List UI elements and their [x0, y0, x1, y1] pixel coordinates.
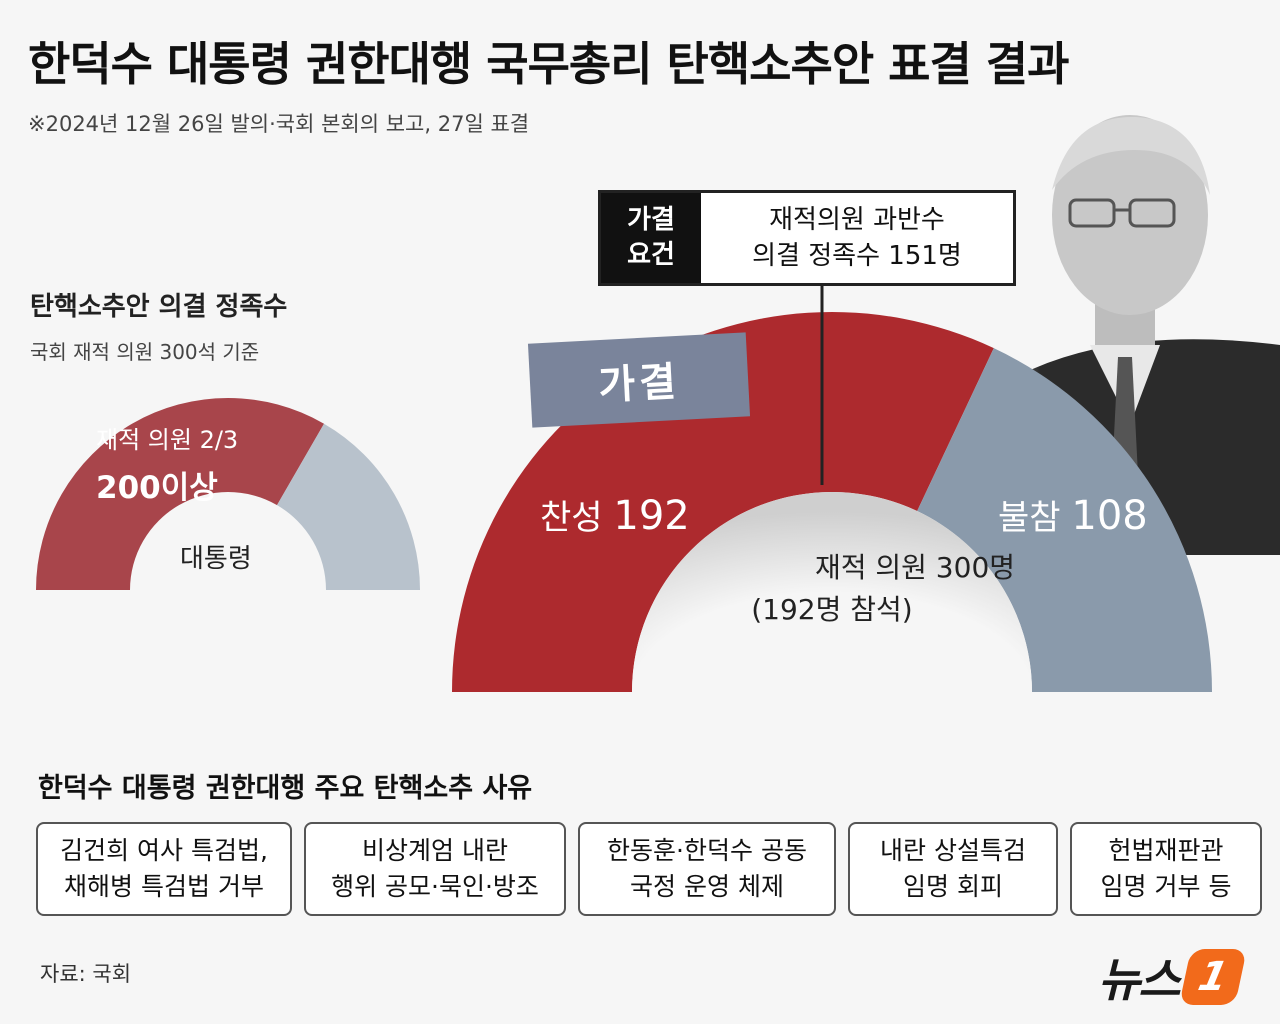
- attendance-label: (192명 참석): [751, 593, 913, 626]
- requirement-text-line2: 의결 정족수 151명: [752, 241, 962, 271]
- absent-label-name: 불참: [998, 498, 1061, 538]
- absent-label-value: 108: [1071, 493, 1148, 539]
- reason-item: 비상계엄 내란 행위 공모·묵인·방조: [304, 822, 566, 916]
- reason-item: 헌법재판관 임명 거부 등: [1070, 822, 1262, 916]
- requirement-tag-line2: 요건: [627, 240, 675, 270]
- quorum-grey-arc: [277, 423, 420, 590]
- reasons-list: 김건희 여사 특검법, 채해병 특검법 거부 비상계엄 내란 행위 공모·묵인·…: [36, 822, 1262, 916]
- reason-item: 김건희 여사 특검법, 채해병 특검법 거부: [36, 822, 292, 916]
- quorum-label-ratio: 재적 의원 2/3: [96, 426, 239, 454]
- page-title: 한덕수 대통령 권한대행 국무총리 탄핵소추안 표결 결과: [28, 37, 1069, 91]
- logo-text: 뉴스: [1098, 953, 1181, 1007]
- quorum-red-arc: [36, 398, 325, 590]
- requirement-text-line1: 재적의원 과반수: [769, 204, 945, 235]
- passed-stamp: 가결: [527, 332, 751, 428]
- quorum-label-threshold: 200이상: [96, 470, 218, 506]
- reasons-title: 한덕수 대통령 권한대행 주요 탄핵소추 사유: [38, 773, 533, 804]
- requirement-text: 재적의원 과반수 의결 정족수 151명: [701, 193, 1013, 283]
- absent-arc: [917, 348, 1212, 692]
- requirement-tag-line1: 가결: [627, 204, 675, 235]
- requirement-tag: 가결 요건: [601, 193, 701, 283]
- yes-label: 찬성 192: [540, 490, 690, 539]
- quorum-subtitle: 국회 재적 의원 300석 기준: [30, 340, 260, 364]
- logo-badge: 1: [1178, 949, 1247, 1005]
- reason-item: 내란 상설특검 임명 회피: [848, 822, 1058, 916]
- quorum-gauge: [36, 398, 420, 590]
- total-members-label: 재적 의원 300명: [814, 551, 1016, 584]
- absent-label: 불참 108: [998, 490, 1148, 539]
- yes-label-value: 192: [613, 493, 690, 539]
- page-subtitle: ※2024년 12월 26일 발의·국회 본회의 보고, 27일 표결: [28, 112, 530, 136]
- yes-label-name: 찬성: [540, 498, 603, 538]
- quorum-title: 탄핵소추안 의결 정족수: [30, 292, 288, 322]
- news1-logo: 뉴스 1: [1098, 944, 1247, 1010]
- quorum-center-label: 대통령: [180, 544, 252, 574]
- passing-requirement-box: 가결 요건 재적의원 과반수 의결 정족수 151명: [598, 190, 1016, 286]
- gauge-inner-shade: [632, 492, 1032, 692]
- reason-item: 한동훈·한덕수 공동 국정 운영 체제: [578, 822, 836, 916]
- source-note: 자료: 국회: [40, 962, 132, 986]
